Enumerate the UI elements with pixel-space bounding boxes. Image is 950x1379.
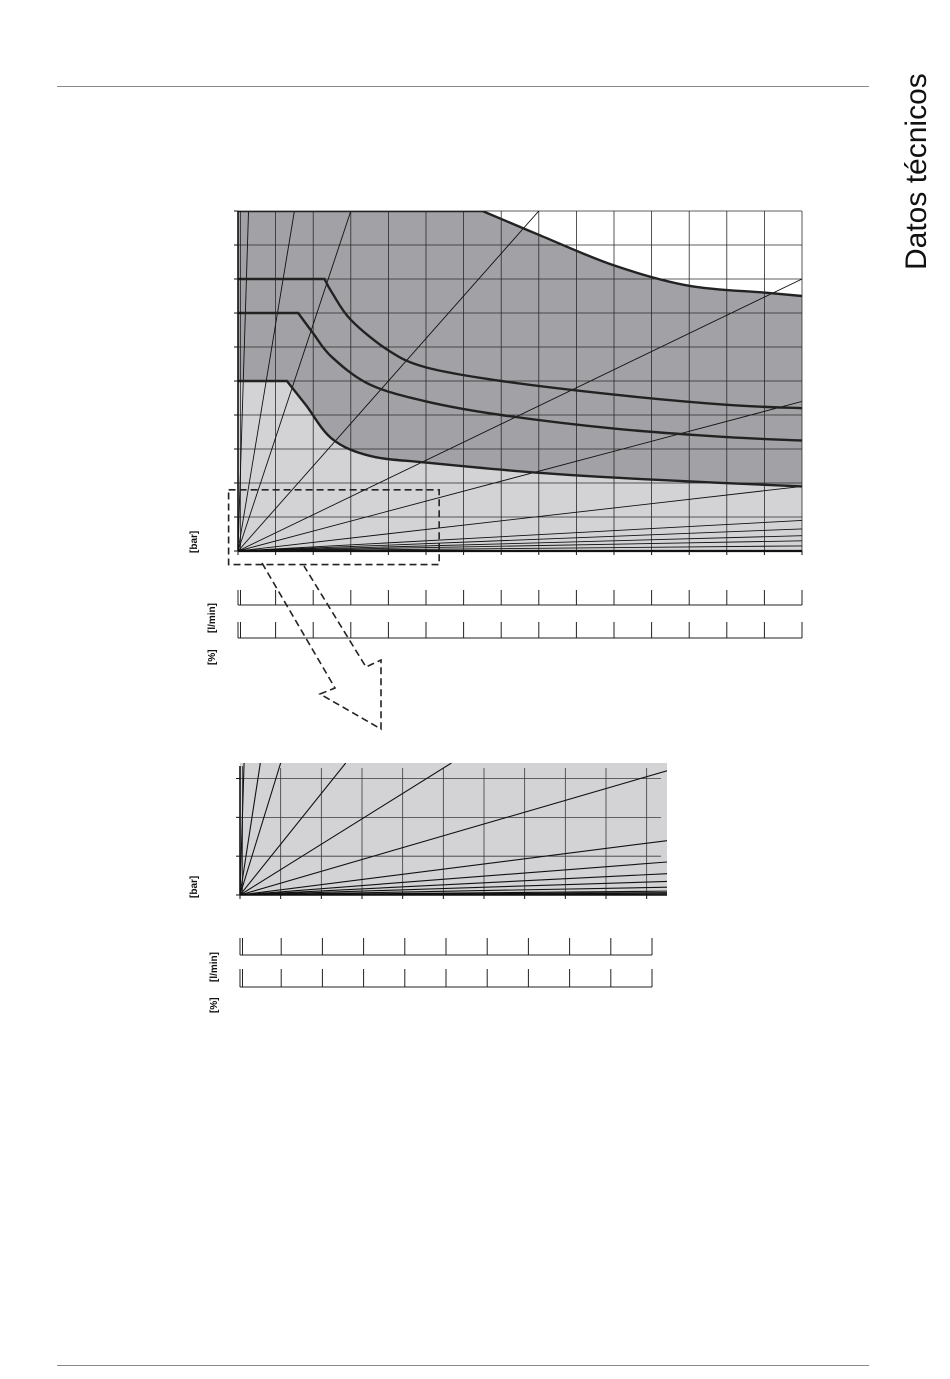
detail-operating-area: [240, 763, 667, 895]
detail-characteristic-ray: [240, 763, 282, 895]
characteristic-ray: [238, 519, 802, 551]
characteristic-ray: [238, 540, 802, 551]
main-percent-unit-label: [%]: [207, 649, 218, 665]
characteristic-ray: [238, 535, 802, 551]
main-pressure-unit-label: [bar]: [189, 531, 200, 553]
characteristic-ray: [238, 211, 352, 551]
zoom-region-box: [227, 488, 440, 566]
main-characteristic-chart: [227, 210, 803, 566]
detail-characteristic-ray: [240, 763, 347, 895]
pressure-limit-curve: [238, 311, 802, 442]
detail-flow-unit-label: [l/min]: [209, 952, 220, 982]
zoom-arrow: [261, 562, 382, 731]
limit-envelope-curve: [238, 211, 802, 298]
pressure-limit-curve: [238, 277, 802, 410]
header-rule: [57, 86, 869, 87]
operating-area: [238, 381, 802, 551]
detail-characteristic-ray: [240, 861, 667, 895]
detail-pressure-unit-label: [bar]: [189, 876, 200, 898]
footer-rule: [57, 1365, 869, 1366]
characteristic-ray: [238, 211, 540, 551]
detail-characteristic-ray: [240, 840, 667, 895]
characteristic-ray: [238, 485, 802, 551]
main-flow-unit-label: [l/min]: [207, 603, 218, 633]
detail-characteristic-ray: [240, 763, 452, 895]
pressure-limit-curve: [238, 379, 802, 488]
detail-characteristic-ray: [240, 873, 667, 895]
detail-characteristic-chart: [236, 763, 667, 899]
detail-characteristic-ray: [240, 886, 667, 895]
characteristic-ray: [238, 400, 802, 551]
detail-characteristic-ray: [240, 763, 261, 895]
detail-characteristic-ray: [240, 880, 667, 895]
characteristic-ray: [238, 528, 802, 551]
main-flow-scales: [237, 590, 803, 639]
detail-flow-scales: [239, 938, 653, 988]
detail-percent-unit-label: [%]: [209, 997, 220, 1013]
zoom-arrow-outline: [261, 562, 382, 731]
characteristic-ray: [238, 278, 802, 551]
detail-characteristic-ray: [240, 770, 667, 895]
